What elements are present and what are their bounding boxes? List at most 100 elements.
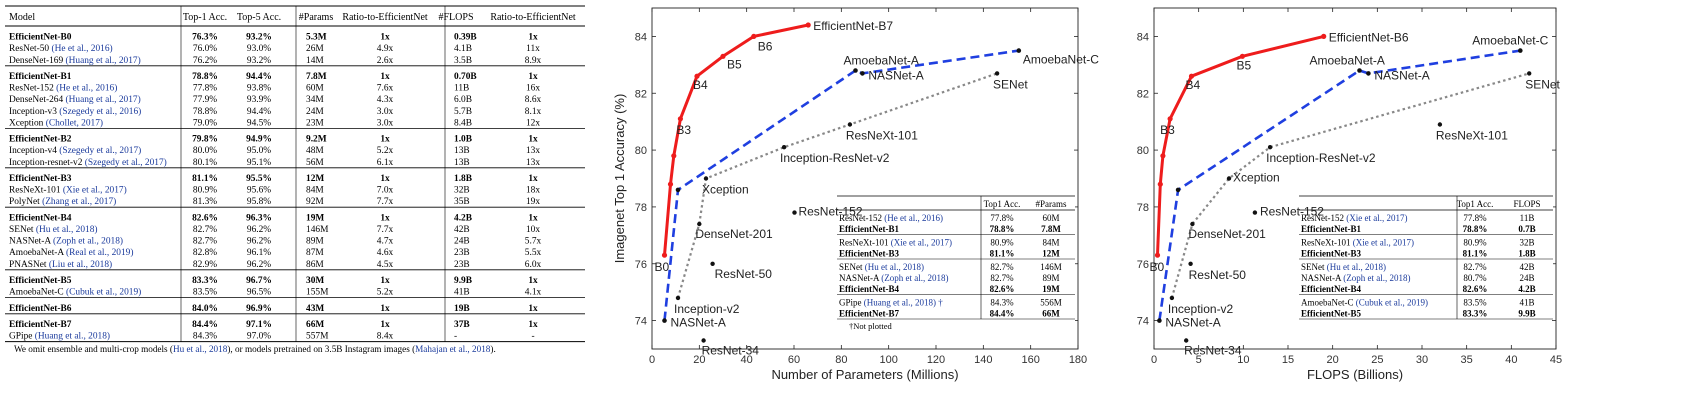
y-tick-label: 74 [1137,316,1149,328]
table-cell-params: 146M [306,225,329,235]
table-model-cite: (He et al., 2016) [56,83,117,94]
table-cell-params-ratio: 2.6x [377,56,394,66]
table-cell-flops-ratio: 13x [526,146,540,156]
table-cell-flops-ratio: 5.7x [525,237,542,247]
table-cell-model: EfficientNet-B6 [9,304,72,314]
inset-row-model: EfficientNet-B3 [1301,249,1361,259]
inset-row-metric: 41B [1519,298,1534,308]
data-point-others [994,71,1000,76]
inset-row-model-cite: (Xie et al., 2017) [1346,213,1407,223]
table-cell-params-ratio: 3.0x [377,118,394,128]
table-cell-model: EfficientNet-B3 [9,174,72,184]
table-model-cite: (Liu et al., 2018) [49,259,112,270]
table-cell-top5: 95.5% [246,174,272,184]
inset-row-acc: 77.8% [1463,213,1487,223]
x-tick-label: 30 [1416,354,1428,366]
table-cell-top1: 82.9% [193,260,217,270]
y-tick-label: 76 [635,259,647,271]
table-cell-params: 48M [306,146,324,156]
table-header-2: Top-5 Acc. [237,12,281,23]
table-model-cite: (Zoph et al., 2018) [53,236,123,247]
table-cell-params-ratio: 4.6x [377,248,394,258]
inset-row-acc: 78.8% [1463,224,1488,234]
table-cell-params-ratio: 1x [380,276,390,286]
params-accuracy-chart: 0 20 40 60 80 100 120 140 160 180 74 76 78 80 82 84 Numb… [612,7,1099,382]
point-label: AmoebaNet-C [1472,34,1548,48]
table-cell-params: 24M [306,107,324,117]
table-model-cite: (Szegedy et al., 2017) [85,157,167,168]
inset-row-model-model: EfficientNet-B1 [1301,224,1361,234]
table-cell-params-ratio: 1x [380,72,390,82]
table-cell-top1: 77.9% [193,95,217,105]
table-model-name: ResNet-152 [9,84,56,94]
table-cell-top1: 84.0% [192,304,218,314]
table-cell-params-ratio: 7.0x [377,186,394,196]
table-cell-params: 34M [306,95,324,105]
data-point-efficientnet [1239,53,1245,59]
x-tick-label: 60 [788,354,800,366]
inset-row-model-cite: (Zoph et al., 2018) [1343,273,1410,283]
inset-row-model-model: EfficientNet-B4 [1301,284,1361,294]
table-cell-flops: 32B [454,186,470,196]
point-label: Inception-v2 [674,302,740,316]
table-cell-top5: 97.1% [246,320,272,330]
y-tick-label: 84 [1137,31,1149,43]
table-cell-top5: 94.9% [246,135,272,145]
table-model-cite: (Szegedy et al., 2016) [59,106,141,117]
params-chart-panel: 0 20 40 60 80 100 120 140 160 180 74 76 78 80 82 84 Numb… [590,0,1125,409]
table-cell-top5: 95.8% [247,197,271,207]
inset-row-acc: 80.9% [990,238,1014,248]
x-tick-label: 40 [741,354,753,366]
inset-row-model-model: EfficientNet-B4 [839,284,899,294]
comparison-table: Model Top-1 Acc. Top-5 Acc. #Params Ratio-to… [0,0,590,409]
table-model-name: NASNet-A [9,237,53,247]
inset-row-model: EfficientNet-B4 [839,284,899,294]
data-point-efficientnet [1321,33,1327,40]
table-cell-top1: 80.9% [193,186,217,196]
series-line-efficientnet [663,23,809,256]
table-cell-model: ResNet-152 (He et al., 2016) [9,83,117,94]
table-cell-params: 155M [306,288,329,298]
table-cell-flops-ratio: 13x [526,158,540,168]
data-point-nasnet [860,71,865,76]
table-model-name: Inception-resnet-v2 [9,158,85,168]
table-cell-top1: 84.4% [192,320,218,330]
table-cell-model: Inception-v4 (Szegedy et al., 2017) [9,145,141,156]
inset-row-metric: 66M [1042,309,1060,319]
inset-note: †Not plotted [849,321,892,331]
table-cell-flops: 0.70B [454,72,477,82]
table-cell-top5: 93.2% [246,33,272,43]
inset-row-model-model: ResNet-152 [839,213,884,223]
table-cell-flops-ratio: 8.1x [525,107,542,117]
data-point-others [781,145,787,150]
table-cell-flops: 5.7B [454,107,472,117]
inset-row-metric: 24B [1519,273,1534,283]
series-line-nasnet [1158,49,1521,321]
table-cell-params-ratio: 7.6x [377,84,394,94]
inset-row-acc: 80.7% [1463,273,1487,283]
table-cell-params: 23M [306,118,324,128]
table-cell-top5: 94.5% [247,118,271,128]
table-header-0: Model [9,12,35,23]
table-cell-top1: 78.8% [192,72,218,82]
table-cell-params-ratio: 1x [380,135,390,145]
table-cell-top5: 96.9% [246,304,272,314]
table-cell-top1: 82.7% [193,237,217,247]
table-cell-flops-ratio: - [531,332,534,342]
inset-row-acc: 81.1% [1463,249,1488,259]
table-cell-model: DenseNet-264 (Huang et al., 2017) [9,94,141,105]
point-label: ResNet-152 [1260,205,1324,219]
point-label: B6 [758,39,773,53]
inset-row-metric: 146M [1040,262,1062,272]
table-cell-flops: 13B [454,146,470,156]
x-tick-label: 0 [1151,354,1157,366]
data-point-point [710,261,715,266]
point-label: ResNet-152 [798,205,862,219]
x-tick-label: 180 [1069,354,1087,366]
table-cell-model: EfficientNet-B7 [9,320,72,330]
table-cell-params: 30M [306,276,324,286]
data-point-point [1437,122,1443,127]
table-cell-top1: 80.0% [193,146,217,156]
inset-row-model: ResNet-152 (Xie et al., 2017) [1301,213,1407,223]
inset-row-metric: 11B [1520,213,1535,223]
